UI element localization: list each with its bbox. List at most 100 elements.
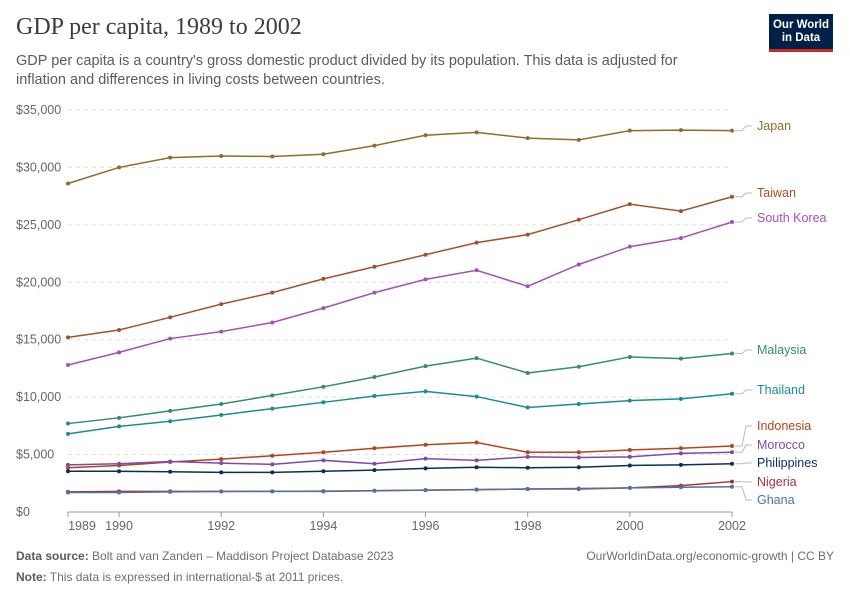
- data-point: [117, 424, 122, 429]
- y-tick-label: $35,000: [16, 103, 61, 117]
- data-point: [321, 306, 326, 311]
- data-point: [730, 128, 734, 133]
- series-line-ghana: [68, 485, 733, 494]
- y-tick-label: $30,000: [16, 160, 61, 174]
- label-connector: [735, 389, 752, 395]
- data-point: [66, 490, 70, 495]
- data-point: [730, 219, 734, 224]
- data-point: [168, 155, 173, 160]
- data-point: [576, 262, 581, 267]
- data-point: [270, 462, 275, 467]
- data-point: [678, 128, 683, 133]
- data-point: [474, 465, 479, 470]
- data-point: [474, 240, 479, 245]
- data-point: [627, 244, 632, 249]
- data-point: [117, 327, 122, 332]
- data-point: [627, 454, 632, 459]
- data-point: [372, 468, 377, 473]
- data-point: [525, 371, 530, 376]
- data-point: [678, 485, 683, 490]
- y-tick-label: $10,000: [16, 390, 61, 404]
- data-point: [730, 351, 734, 356]
- data-point: [168, 336, 173, 341]
- x-tick-label: 1989: [68, 519, 96, 533]
- data-point: [627, 447, 632, 452]
- data-point: [66, 181, 70, 186]
- data-point: [219, 402, 224, 407]
- data-point: [474, 268, 479, 273]
- data-point: [219, 302, 224, 307]
- owid-logo[interactable]: Our World in Data: [769, 14, 833, 52]
- data-point: [730, 479, 734, 484]
- label-connector: [735, 462, 752, 465]
- data-point: [270, 154, 275, 159]
- data-point: [525, 450, 530, 455]
- data-point: [627, 354, 632, 359]
- series-line-malaysia: [67, 352, 733, 425]
- series-label: Thailand: [757, 383, 805, 397]
- data-point: [372, 375, 377, 380]
- series-label: Morocco: [757, 438, 805, 452]
- data-point: [730, 194, 734, 199]
- data-point: [525, 454, 530, 459]
- series-line-taiwan: [67, 195, 733, 339]
- y-tick-label: $0: [16, 505, 30, 519]
- y-tick-label: $20,000: [16, 275, 61, 289]
- data-point: [372, 488, 377, 493]
- data-point: [576, 364, 581, 369]
- data-point: [219, 329, 224, 334]
- data-point: [66, 462, 70, 467]
- label-connector: [735, 349, 752, 354]
- series-line-indonesia: [67, 441, 733, 469]
- data-point: [423, 456, 428, 461]
- data-point: [423, 389, 428, 394]
- data-point: [678, 356, 683, 361]
- data-point: [270, 470, 275, 475]
- data-point: [576, 217, 581, 222]
- series-label: Indonesia: [757, 419, 811, 433]
- data-source: Data source: Bolt and van Zanden – Maddi…: [16, 549, 394, 563]
- series-label: Japan: [757, 119, 791, 133]
- x-tick-label: 1998: [514, 519, 542, 533]
- series-line-japan: [67, 129, 733, 185]
- data-point: [219, 412, 224, 417]
- x-tick-label: 1990: [105, 519, 133, 533]
- data-point: [219, 461, 224, 466]
- data-point: [730, 450, 734, 455]
- data-point: [219, 489, 224, 494]
- data-point: [372, 143, 377, 148]
- data-point: [372, 393, 377, 398]
- data-point: [627, 398, 632, 403]
- x-tick-label: 1996: [412, 519, 440, 533]
- data-point: [423, 133, 428, 138]
- data-point: [270, 290, 275, 295]
- data-point: [168, 469, 173, 474]
- data-point: [321, 384, 326, 389]
- data-point: [525, 232, 530, 237]
- data-point: [423, 364, 428, 369]
- data-point: [321, 489, 326, 494]
- data-point: [576, 402, 581, 407]
- series-label: Philippines: [757, 456, 817, 470]
- data-point: [627, 202, 632, 207]
- y-tick-label: $15,000: [16, 333, 61, 347]
- data-point: [474, 130, 479, 135]
- data-point: [168, 408, 173, 413]
- label-connector: [735, 192, 752, 198]
- data-point: [219, 470, 224, 475]
- source-url[interactable]: OurWorldinData.org/economic-growth | CC …: [586, 549, 834, 563]
- note-text: This data is expressed in international-…: [49, 570, 344, 584]
- data-point: [576, 450, 581, 455]
- data-point: [730, 461, 734, 466]
- data-point: [321, 458, 326, 463]
- data-point: [117, 490, 122, 495]
- data-point: [372, 461, 377, 466]
- source-text: Bolt and van Zanden – Maddison Project D…: [92, 549, 394, 563]
- label-connector: [735, 486, 752, 501]
- data-point: [474, 356, 479, 361]
- data-point: [270, 453, 275, 458]
- chart-title: GDP per capita, 1989 to 2002: [16, 14, 302, 40]
- logo-line-2: in Data: [781, 32, 821, 44]
- data-point: [474, 440, 479, 445]
